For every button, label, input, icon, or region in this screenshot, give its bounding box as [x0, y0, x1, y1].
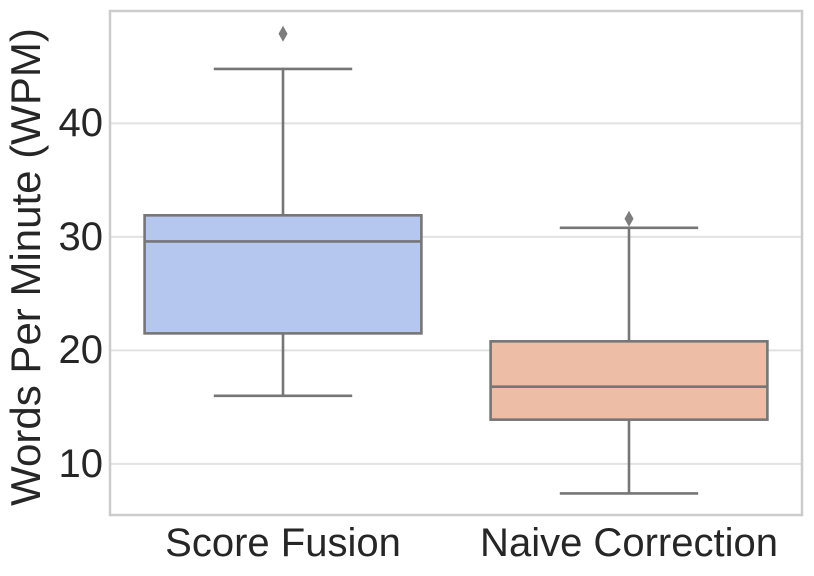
x-tick-label: Score Fusion: [165, 521, 401, 565]
plot-border: [108, 9, 804, 517]
outlier-diamond: [278, 25, 288, 42]
y-axis-label: Words Per Minute (WPM): [1, 28, 49, 506]
outlier-diamond: [624, 210, 634, 227]
y-tick-label: 20: [58, 328, 104, 373]
y-tick-label: 10: [58, 441, 104, 486]
box: [489, 340, 769, 421]
y-tick-label: 40: [58, 101, 104, 146]
y-tick-label: 30: [58, 214, 104, 259]
x-tick-label: Naive Correction: [480, 521, 778, 565]
box: [143, 214, 423, 335]
